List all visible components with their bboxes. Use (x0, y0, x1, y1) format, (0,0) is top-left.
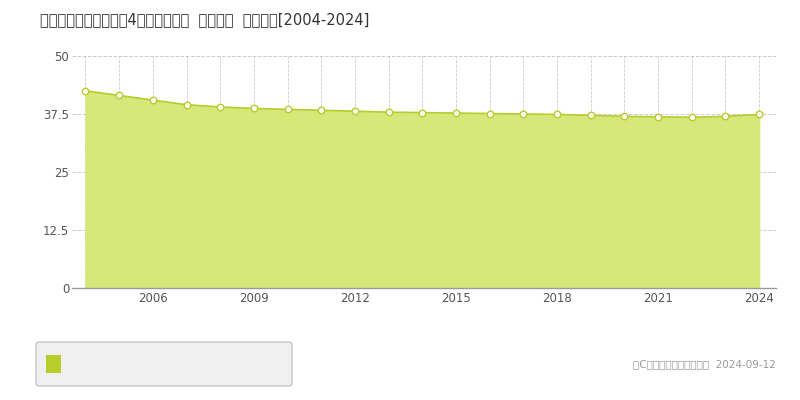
Point (517, 111, 530, 117)
Point (550, 111, 563, 118)
Text: 愛知県知多市にしの台4丁目７番３外  地価公示  地価推移[2004-2024]: 愛知県知多市にしの台4丁目７番３外 地価公示 地価推移[2004-2024] (40, 12, 370, 27)
Point (79, 88, 92, 94)
Point (247, 105, 260, 112)
Point (450, 110, 462, 116)
Point (753, 111, 766, 118)
Text: 地価公示 平均坪単価(万円/坪): 地価公示 平均坪単価(万円/坪) (69, 358, 177, 370)
Point (113, 92, 126, 99)
Point (483, 110, 496, 117)
Point (214, 104, 226, 110)
Point (416, 110, 429, 116)
Point (315, 107, 328, 114)
Point (281, 106, 294, 112)
Point (719, 113, 732, 120)
Text: （C）土地価格ドットコム  2024-09-12: （C）土地価格ドットコム 2024-09-12 (633, 359, 776, 369)
Point (686, 114, 698, 120)
Point (652, 114, 665, 120)
Point (382, 109, 395, 115)
Point (180, 102, 193, 108)
Point (618, 113, 631, 120)
Point (584, 112, 597, 118)
Point (349, 108, 362, 114)
Point (146, 97, 159, 103)
